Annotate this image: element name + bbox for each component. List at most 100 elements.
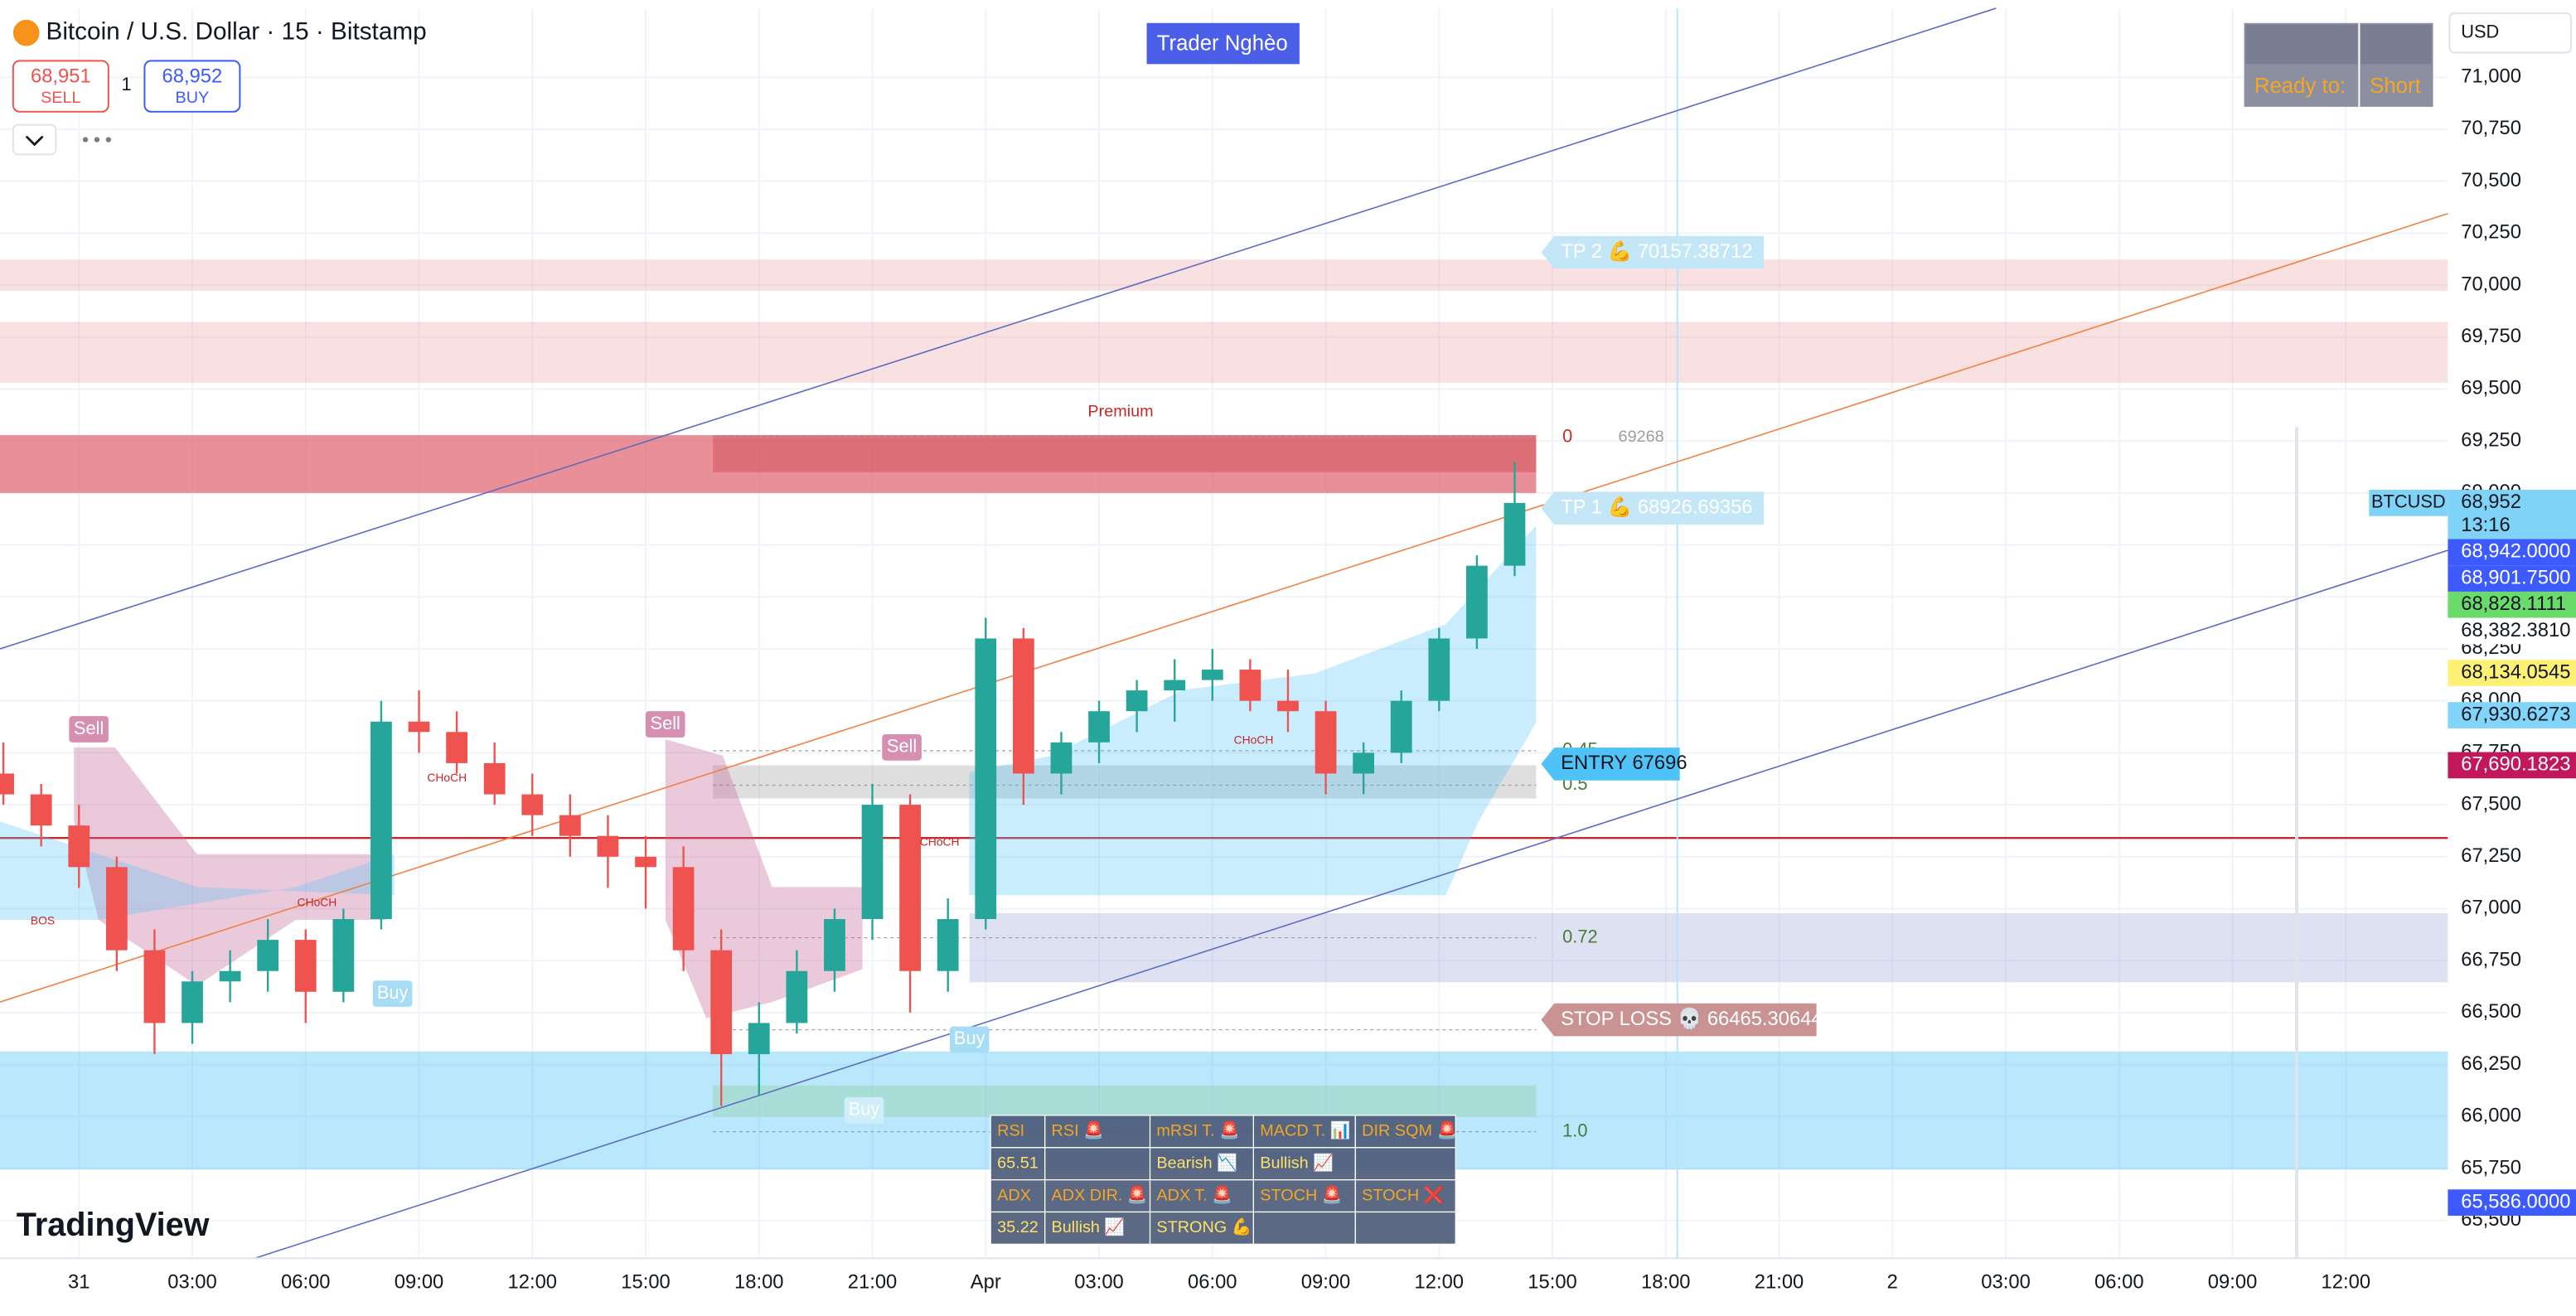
- x-tick-label: 03:00: [167, 1270, 216, 1293]
- table-text: Bearish 📉: [1156, 1153, 1237, 1172]
- last-price-box: [2448, 490, 2576, 539]
- candle-body: [30, 794, 52, 826]
- price-label: 68,828.1111: [2461, 593, 2566, 615]
- candle-body: [1465, 565, 1488, 639]
- candle-body: [1390, 700, 1412, 753]
- x-tick-label: 06:00: [2094, 1270, 2143, 1293]
- table-text: Bullish 📈: [1260, 1153, 1334, 1172]
- y-tick-label: 67,000: [2461, 897, 2521, 919]
- candle-body: [1126, 690, 1148, 712]
- x-tick-label: 12:00: [2322, 1270, 2370, 1293]
- signal-value: Short: [2370, 75, 2421, 98]
- candle-body: [143, 950, 166, 1023]
- y-tick-label: 69,500: [2461, 377, 2521, 399]
- table-text: ADX DIR. 🚨: [1052, 1185, 1148, 1204]
- currency[interactable]: USD: [2461, 21, 2499, 41]
- candle-body: [899, 805, 922, 971]
- price-label-box: [2448, 565, 2576, 592]
- table-text: STOCH 🚨: [1260, 1185, 1342, 1204]
- signal-label: Buy: [954, 1028, 985, 1048]
- sell-price[interactable]: 68,951: [31, 65, 91, 87]
- target-tag: [1541, 1003, 1817, 1037]
- candle-body: [861, 805, 884, 920]
- x-tick-label: 03:00: [1981, 1270, 2030, 1293]
- table-text: mRSI T. 🚨: [1156, 1121, 1239, 1140]
- y-tick-label: 67,500: [2461, 792, 2521, 815]
- fib-label: 1.0: [1562, 1120, 1587, 1140]
- y-tick-label: 69,250: [2461, 428, 2521, 451]
- signal-label: Sell: [74, 718, 104, 738]
- target-label: STOP LOSS 💀 66465.30644: [1561, 1007, 1822, 1030]
- signal-label: Sell: [887, 736, 917, 757]
- fib-label: 0.72: [1562, 926, 1597, 946]
- candle-body: [786, 970, 808, 1023]
- sell-button[interactable]: [12, 60, 109, 113]
- y-tick-label: 66,000: [2461, 1105, 2521, 1127]
- price-label-box: [2448, 660, 2576, 686]
- x-tick-label: 12:00: [508, 1270, 557, 1293]
- decor: [0, 7, 2448, 1260]
- signal-marker: [69, 716, 109, 743]
- zone: [713, 1085, 1537, 1117]
- trend-line: [254, 549, 2448, 1260]
- more-button[interactable]: [82, 137, 111, 143]
- y-tick-label: 67,250: [2461, 844, 2521, 867]
- table-text: 35.22: [997, 1218, 1039, 1236]
- price-label-box: [2448, 539, 2576, 566]
- candle-body: [219, 970, 241, 982]
- x-tick-label: 18:00: [734, 1270, 783, 1293]
- x-tick-label: 06:00: [281, 1270, 330, 1293]
- price-label: 68,901.7500: [2461, 566, 2570, 588]
- signal-label: Sell: [651, 713, 680, 733]
- table-text: MACD T. 📊: [1260, 1121, 1350, 1140]
- zone: [713, 765, 1537, 799]
- buy-button[interactable]: [143, 60, 241, 113]
- signal-label: Ready to:: [2254, 75, 2346, 98]
- target-tag: [1541, 748, 1680, 781]
- last-price: 68,952: [2461, 491, 2521, 513]
- candle-body: [937, 919, 959, 971]
- note-label: BOS: [31, 913, 55, 927]
- candle-body: [559, 815, 581, 836]
- trend-line: [0, 212, 2448, 1003]
- price-label-box: [2448, 591, 2576, 618]
- table-text: STOCH ❌: [1362, 1185, 1444, 1204]
- y-tick-label: 69,750: [2461, 325, 2521, 347]
- cloud: [969, 525, 1537, 896]
- cloud: [74, 747, 386, 986]
- x-tick-label: 21:00: [1755, 1270, 1804, 1293]
- candle-body: [483, 762, 506, 795]
- currency-select[interactable]: [2448, 12, 2573, 54]
- coin-icon: [12, 19, 40, 46]
- buy-price[interactable]: 68,952: [162, 65, 223, 87]
- price-label-box: [2448, 1189, 2576, 1216]
- candle-body: [748, 1023, 770, 1055]
- fib-label: 0: [1562, 425, 1572, 446]
- price-label-box: [2448, 617, 2576, 645]
- price-label: 68,382.3810: [2461, 619, 2570, 641]
- signal-cell: [2245, 24, 2358, 65]
- y-tick-label: 65,750: [2461, 1156, 2521, 1178]
- y-tick-label: 66,250: [2461, 1052, 2521, 1075]
- buy-label[interactable]: BUY: [176, 89, 210, 107]
- price-label: 67,690.1823: [2461, 753, 2570, 776]
- candle-body: [975, 638, 997, 920]
- price-label: 65,586.0000: [2461, 1190, 2570, 1212]
- x-tick-label: 15:00: [1528, 1270, 1576, 1293]
- candle-body: [824, 919, 845, 971]
- table-text: ADX: [997, 1186, 1031, 1204]
- candle-body: [68, 825, 90, 868]
- collapse-button[interactable]: [12, 123, 57, 156]
- signal-marker: [882, 733, 922, 761]
- target-label: TP 1 💪 68926.69356: [1561, 496, 1752, 519]
- countdown: 13:16: [2461, 514, 2510, 536]
- x-tick-label: 09:00: [1301, 1270, 1350, 1293]
- logo: TradingView: [17, 1207, 210, 1243]
- candle-body: [1353, 752, 1375, 774]
- candle-body: [294, 940, 317, 992]
- sell-label[interactable]: SELL: [41, 89, 80, 107]
- x-tick-label: 18:00: [1641, 1270, 1690, 1293]
- candle-body: [1428, 638, 1450, 701]
